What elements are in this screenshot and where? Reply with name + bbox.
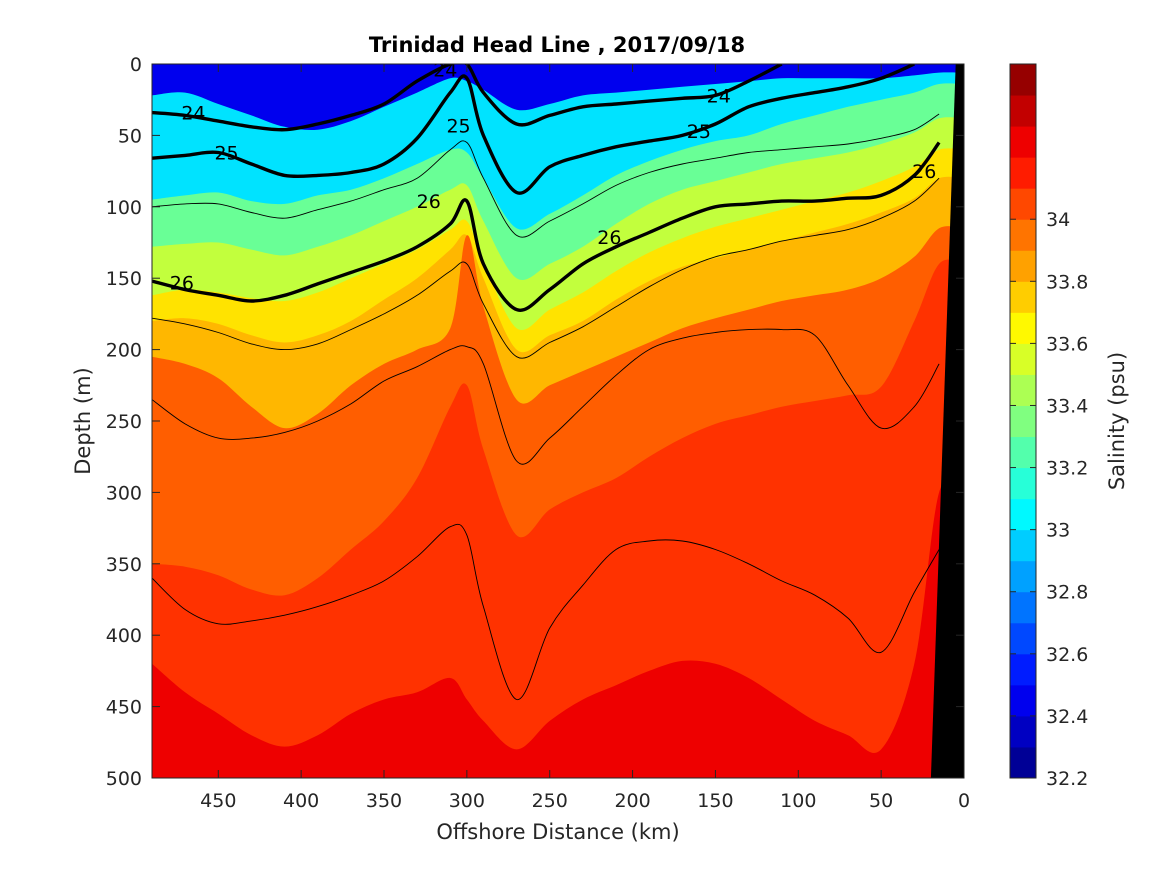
colorbar-tick-label: 33.8 (1046, 271, 1088, 293)
x-tick-label: 200 (614, 790, 650, 812)
colorbar-swatch (1010, 436, 1036, 469)
colorbar-tick-label: 32.6 (1046, 644, 1088, 666)
y-tick-label: 500 (106, 768, 142, 790)
colorbar-swatch (1010, 219, 1036, 251)
density-contour-26 (152, 141, 941, 312)
colorbar-swatch (1010, 684, 1036, 717)
x-tick-label: 450 (200, 790, 236, 812)
density-contour-label: 25 (214, 143, 238, 165)
plot-area: 24 24 24 25 25 25 26 26 26 26 (152, 60, 964, 778)
colorbar (1010, 64, 1036, 779)
density-contour-thin-3 (152, 113, 940, 238)
colorbar-tick-label: 32.8 (1046, 582, 1088, 604)
x-tick-label: 300 (449, 790, 485, 812)
colorbar-tick-label: 33.2 (1046, 458, 1088, 480)
colorbar-swatch (1010, 622, 1036, 655)
colorbar-swatch (1010, 529, 1036, 562)
y-axis: 0 50 100 150 200 250 300 350 400 450 500 (106, 54, 964, 790)
colorbar-tick-label: 33.4 (1046, 395, 1088, 417)
colorbar-tick-label: 34 (1046, 209, 1070, 231)
colorbar-swatch (1010, 64, 1036, 96)
salinity-band-6 (152, 259, 964, 778)
colorbar-swatch (1010, 591, 1036, 624)
y-tick-label: 350 (106, 554, 142, 576)
y-tick-label: 150 (106, 268, 142, 290)
density-contour-thin-5 (152, 328, 940, 465)
colorbar-swatch (1010, 715, 1036, 748)
density-contour-label-layer: 24 24 24 25 25 25 26 26 26 26 (170, 60, 937, 294)
y-tick-label: 250 (106, 411, 142, 433)
density-contour-25 (152, 64, 915, 195)
density-contour-label: 25 (687, 121, 711, 143)
density-contour-label: 24 (433, 60, 457, 82)
x-tick-label: 100 (780, 790, 816, 812)
salinity-band-7 (152, 479, 964, 778)
colorbar-swatch (1010, 343, 1036, 375)
x-axis: 450 400 350 300 250 200 150 100 50 0 (200, 64, 970, 812)
y-tick-label: 200 (106, 340, 142, 362)
colorbar-swatch (1010, 250, 1036, 282)
x-tick-label: 400 (283, 790, 319, 812)
density-contour-label: 24 (181, 103, 205, 125)
density-contour-layer (152, 64, 941, 700)
density-contour-label: 26 (417, 191, 441, 213)
x-axis-title: Offshore Distance (km) (436, 820, 679, 844)
colorbar-tick-label: 33 (1046, 520, 1070, 542)
y-tick-label: 100 (106, 197, 142, 219)
colorbar-swatch (1010, 281, 1036, 313)
colorbar-swatch (1010, 467, 1036, 500)
colorbar-swatch (1010, 126, 1036, 158)
colorbar-swatch (1010, 653, 1036, 686)
density-contour-label: 26 (597, 227, 621, 249)
density-contour-label: 24 (707, 85, 731, 107)
x-tick-label: 50 (869, 790, 893, 812)
colorbar-swatch (1010, 157, 1036, 189)
colorbar-tick-label: 32.2 (1046, 768, 1088, 790)
y-axis-title: Depth (m) (71, 367, 95, 474)
colorbar-frame (1009, 63, 1037, 779)
y-tick-label: 400 (106, 625, 142, 647)
colorbar-title: Salinity (psu) (1105, 352, 1129, 490)
colorbar-swatch (1010, 95, 1036, 127)
density-contour-thin-6 (152, 523, 940, 700)
colorbar-tick-label: 32.4 (1046, 706, 1088, 728)
x-tick-label: 0 (958, 790, 970, 812)
density-contour-label: 26 (170, 272, 194, 294)
colorbar-swatch (1010, 374, 1036, 406)
colorbar-swatch (1010, 188, 1036, 220)
colorbar-ticks: 32.2 32.4 32.6 32.8 33 33.2 33.4 33.6 33.8 34 (1010, 209, 1088, 790)
colorbar-swatch (1010, 312, 1036, 344)
colorbar-swatch (1010, 405, 1036, 438)
colorbar-swatch (1010, 498, 1036, 531)
density-contour-label: 25 (446, 115, 470, 137)
seafloor-mask (930, 64, 964, 778)
x-tick-label: 350 (366, 790, 402, 812)
y-tick-label: 50 (118, 125, 142, 147)
x-tick-label: 150 (697, 790, 733, 812)
salinity-fill-layer (152, 64, 964, 778)
colorbar-swatch (1010, 746, 1036, 779)
y-tick-label: 300 (106, 482, 142, 504)
density-contour-24 (152, 64, 783, 132)
colorbar-swatch (1010, 560, 1036, 593)
density-contour-label: 26 (912, 161, 936, 183)
y-tick-label: 450 (106, 697, 142, 719)
density-contour-thin-4 (152, 177, 940, 359)
y-tick-label: 0 (130, 54, 142, 76)
chart-title: Trinidad Head Line , 2017/09/18 (369, 33, 745, 57)
colorbar-tick-label: 33.6 (1046, 333, 1088, 355)
x-tick-label: 250 (532, 790, 568, 812)
